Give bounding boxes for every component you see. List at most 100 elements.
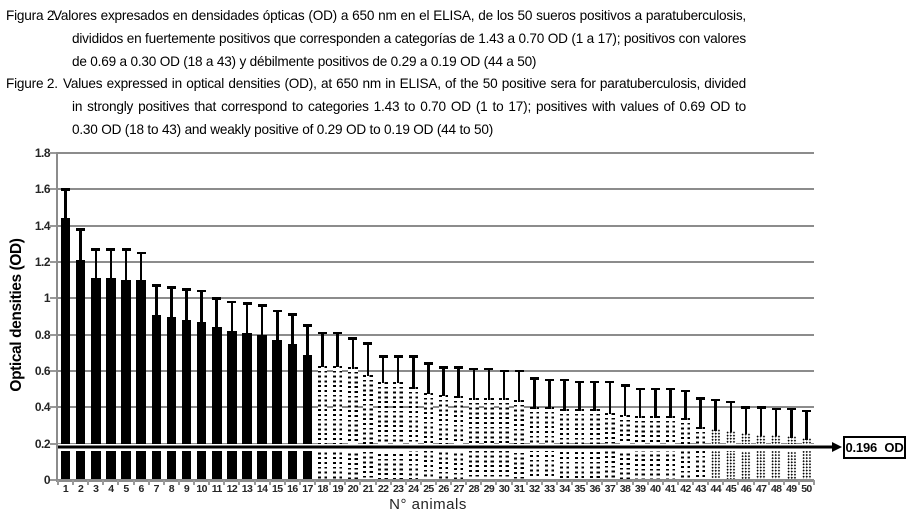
- bar: [121, 280, 131, 479]
- error-bar-cap: [91, 247, 101, 251]
- x-tick-mark: [676, 480, 679, 485]
- y-tick-mark: [50, 479, 57, 481]
- error-bar-stem: [714, 400, 717, 431]
- bar: [257, 334, 267, 479]
- grid-line: [58, 333, 814, 336]
- error-bar-cap: [393, 355, 403, 358]
- bar: [559, 409, 570, 479]
- x-tick-mark: [480, 480, 483, 485]
- x-tick-mark: [510, 480, 513, 485]
- grid-line: [58, 261, 814, 263]
- bar: [695, 427, 706, 479]
- x-tick-label: 22: [377, 483, 389, 495]
- bar: [181, 320, 192, 479]
- x-tick-label: 15: [271, 483, 283, 495]
- y-tick-mark: [50, 152, 57, 154]
- x-tick-label: 23: [392, 483, 404, 495]
- grid-line: [58, 152, 814, 154]
- x-tick-label: 8: [168, 483, 175, 495]
- x-tick-label: 10: [196, 483, 207, 495]
- y-tick-label: 1.4: [34, 218, 51, 233]
- error-bar-cap: [696, 396, 706, 400]
- bar: [393, 381, 403, 479]
- x-tick-mark: [298, 480, 301, 485]
- x-tick-label: 25: [423, 483, 434, 495]
- error-bar-cap: [121, 247, 131, 251]
- y-tick-label: 1.6: [34, 182, 51, 197]
- x-tick-mark: [193, 480, 196, 485]
- error-bar-stem: [291, 314, 294, 346]
- x-tick-mark: [737, 480, 740, 485]
- caption-spanish: Figura 2. Valores expresados en densidad…: [0, 4, 746, 73]
- error-bar-cap: [166, 286, 176, 289]
- x-tick-mark: [374, 480, 377, 485]
- x-tick-mark: [238, 480, 241, 485]
- error-bar-cap: [801, 409, 811, 413]
- error-bar-stem: [336, 332, 339, 368]
- error-bar-cap: [378, 355, 388, 358]
- error-bar-cap: [333, 331, 343, 335]
- x-tick-label: 30: [498, 483, 510, 495]
- x-tick-label: 40: [649, 483, 661, 495]
- error-bar-cap: [302, 324, 312, 327]
- x-tick-label: 44: [710, 483, 721, 495]
- error-bar-cap: [575, 380, 585, 384]
- y-tick-label: 0: [43, 473, 51, 487]
- error-bar-stem: [139, 252, 143, 282]
- x-tick-mark: [752, 480, 755, 485]
- x-tick-mark: [450, 480, 453, 485]
- bar: [529, 407, 540, 479]
- error-bar-stem: [412, 356, 415, 389]
- x-tick-mark: [661, 480, 664, 485]
- x-tick-label: 12: [226, 483, 238, 495]
- error-bar-stem: [396, 356, 400, 384]
- error-bar-stem: [351, 338, 355, 369]
- error-bar-stem: [608, 381, 612, 415]
- x-tick-mark: [586, 480, 589, 485]
- arrow-right-icon: [832, 442, 842, 453]
- error-bar-stem: [774, 409, 778, 437]
- bar: [741, 432, 751, 479]
- error-bar-stem: [230, 301, 234, 333]
- error-bar-stem: [215, 298, 219, 329]
- bar: [136, 280, 146, 479]
- bar: [60, 218, 71, 479]
- error-bar-stem: [275, 311, 279, 342]
- error-bar-stem: [94, 249, 98, 280]
- y-tick-label: 0.8: [34, 327, 51, 342]
- y-axis-line: [55, 152, 58, 481]
- x-tick-label: 9: [183, 483, 190, 495]
- error-bar-cap: [439, 366, 449, 369]
- error-bar-stem: [517, 371, 521, 402]
- bar: [75, 260, 86, 479]
- x-tick-label: 41: [665, 483, 676, 495]
- x-tick-label: 43: [695, 483, 706, 495]
- error-bar-stem: [381, 356, 385, 384]
- x-tick-label: 2: [78, 483, 84, 495]
- caption-text-en: Values expressed in optical densities (O…: [63, 76, 746, 137]
- error-bar-cap: [348, 337, 358, 340]
- error-bar-cap: [680, 389, 690, 393]
- error-bar-cap: [560, 378, 570, 382]
- bar: [786, 436, 797, 479]
- x-tick-label: 26: [438, 483, 449, 495]
- error-bar-cap: [318, 331, 328, 335]
- error-bar-stem: [638, 389, 642, 418]
- error-bar-stem: [759, 407, 763, 437]
- error-bar-stem: [653, 389, 657, 418]
- x-tick-label: 33: [544, 483, 555, 495]
- grid-line: [58, 370, 814, 372]
- x-tick-label: 21: [362, 483, 374, 495]
- error-bar-cap: [408, 355, 418, 358]
- x-tick-label: 3: [93, 483, 99, 495]
- error-bar-stem: [744, 407, 748, 435]
- y-tick-mark: [50, 370, 57, 372]
- error-bar-stem: [442, 367, 445, 397]
- bar: [801, 438, 812, 479]
- error-bar-cap: [590, 380, 600, 384]
- cutoff-annotation-box: 0.196 OD: [843, 436, 906, 459]
- error-bar-stem: [472, 369, 476, 400]
- bar: [574, 409, 585, 479]
- error-bar-cap: [363, 342, 373, 346]
- x-tick-mark: [177, 480, 180, 485]
